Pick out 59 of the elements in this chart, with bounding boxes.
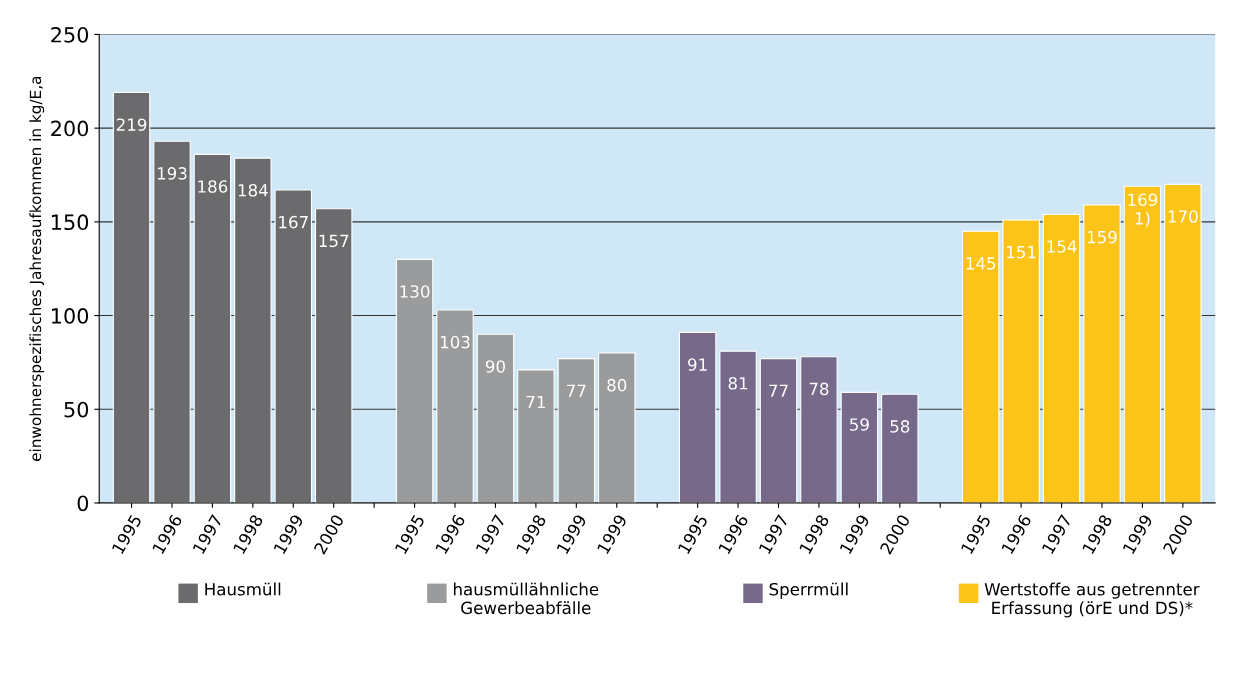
bar <box>719 350 757 503</box>
y-tick-label: 100 <box>52 308 89 324</box>
data-label: 157 <box>319 234 349 248</box>
bar <box>1002 219 1040 503</box>
data-label: 59 <box>850 418 869 431</box>
bar <box>274 189 313 503</box>
data-label: 154 <box>1047 240 1077 253</box>
data-label: 169 1) <box>1128 193 1158 227</box>
data-label: 91 <box>688 358 707 371</box>
data-label: 145 <box>966 257 996 270</box>
bar <box>112 91 151 503</box>
bar <box>881 393 919 503</box>
bar <box>193 153 232 503</box>
data-label: 130 <box>400 285 430 298</box>
bar <box>1042 213 1081 503</box>
data-label: 80 <box>607 378 627 392</box>
bar <box>234 157 272 503</box>
bar <box>961 230 1000 503</box>
bar <box>476 333 515 503</box>
data-label: 90 <box>485 360 505 373</box>
bar <box>557 358 596 503</box>
data-label: 78 <box>809 382 829 396</box>
data-label: 151 <box>1007 246 1036 259</box>
y-tick-label: 50 <box>64 401 89 418</box>
data-label: 81 <box>728 377 748 390</box>
y-axis-title: einwohnerspezifisches Jahresaufkommen in kg/E,a <box>29 76 45 462</box>
legend-label: Wertstoffe aus getrennter Erfassung (örE und DS)* <box>984 582 1200 618</box>
data-label: 58 <box>890 420 910 433</box>
data-label: 170 <box>1168 210 1198 223</box>
y-tick-label: 0 <box>77 495 89 512</box>
data-label: 77 <box>567 384 586 397</box>
data-label: 186 <box>198 180 228 193</box>
y-tick-label: 250 <box>51 26 89 43</box>
bar <box>436 309 474 503</box>
data-label: 77 <box>769 384 788 397</box>
bar <box>1164 183 1202 503</box>
legend-label: Hausmüll <box>205 582 281 596</box>
legend-label: hausmüllähnliche Gewerbeabfälle <box>453 582 599 615</box>
bar <box>800 356 838 503</box>
data-label: 71 <box>526 395 545 409</box>
data-label: 103 <box>440 335 470 349</box>
bar <box>678 331 717 503</box>
bar <box>517 369 555 503</box>
bar <box>1123 185 1162 503</box>
data-label: 167 <box>279 215 308 229</box>
bar <box>395 258 434 503</box>
bar <box>153 140 191 503</box>
data-label: 193 <box>157 167 187 180</box>
bar <box>840 391 879 503</box>
bar <box>759 358 798 503</box>
bar <box>598 352 636 503</box>
data-label: 159 <box>1087 230 1117 244</box>
y-tick-label: 200 <box>51 120 89 137</box>
data-label: 184 <box>238 183 268 197</box>
bar <box>314 208 353 503</box>
legend-label: Sperrmüll <box>769 582 848 599</box>
bar <box>1083 204 1121 503</box>
y-tick-label: 150 <box>52 214 89 231</box>
data-label: 219 <box>116 118 147 131</box>
